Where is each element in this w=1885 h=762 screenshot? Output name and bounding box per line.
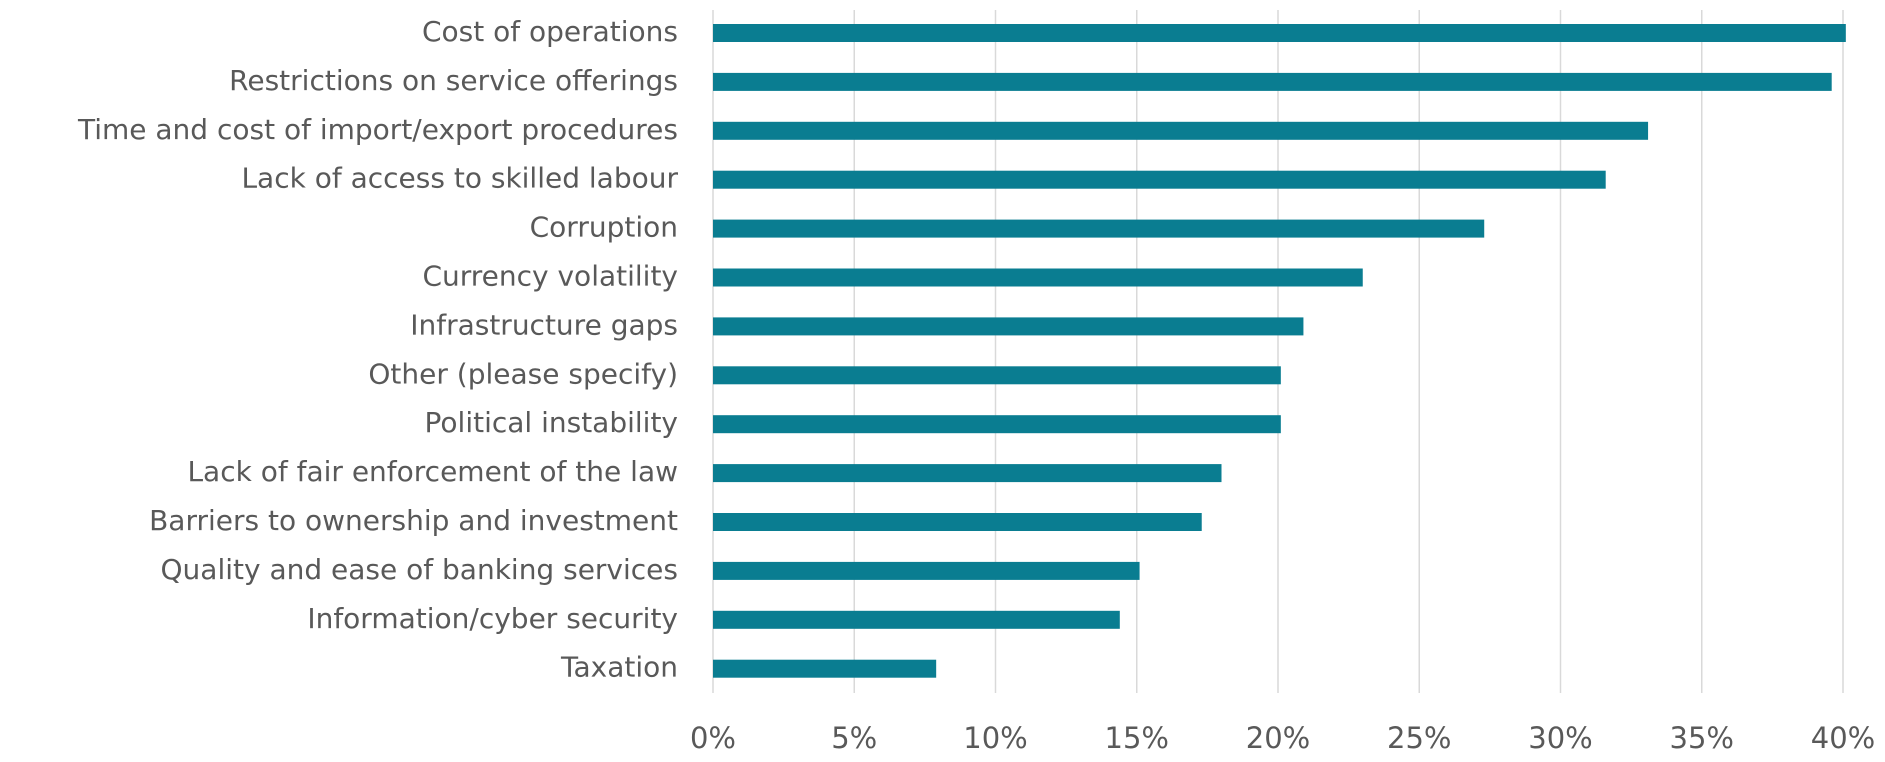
bar — [713, 24, 1846, 42]
category-label: Time and cost of import/export procedure… — [77, 113, 678, 146]
x-tick-label: 35% — [1670, 721, 1734, 755]
x-tick-label: 10% — [963, 721, 1027, 755]
category-label: Taxation — [560, 651, 678, 684]
category-label: Corruption — [530, 211, 678, 244]
bar — [713, 513, 1202, 531]
x-tick-label: 0% — [690, 721, 736, 755]
bar — [713, 121, 1649, 140]
category-label: Lack of access to skilled labour — [241, 162, 678, 195]
bar — [713, 464, 1222, 483]
bar — [713, 170, 1606, 189]
category-label: Political instability — [425, 406, 678, 439]
bar — [713, 415, 1281, 434]
bars — [713, 24, 1846, 678]
bar — [713, 317, 1304, 336]
category-label: Lack of fair enforcement of the law — [187, 455, 678, 488]
category-label: Infrastructure gaps — [410, 308, 678, 341]
bar — [713, 268, 1363, 287]
category-label: Restrictions on service offerings — [229, 64, 678, 97]
x-axis-tick-labels: 0% 5% 10% 15% 20% 25% 30% 35% 40% — [690, 721, 1875, 755]
x-tick-label: 15% — [1105, 721, 1169, 755]
x-tick-label: 25% — [1387, 721, 1451, 755]
bar — [713, 610, 1120, 629]
x-tick-label: 40% — [1811, 721, 1875, 755]
x-tick-label: 5% — [831, 721, 877, 755]
bar — [713, 219, 1485, 238]
category-label: Cost of operations — [422, 15, 678, 48]
bar — [713, 366, 1281, 385]
x-tick-label: 20% — [1246, 721, 1310, 755]
bar — [713, 659, 937, 678]
category-label: Other (please specify) — [368, 357, 678, 390]
category-label: Information/cyber security — [307, 602, 678, 635]
category-label: Barriers to ownership and investment — [149, 504, 678, 537]
x-tick-label: 30% — [1528, 721, 1592, 755]
category-label: Quality and ease of banking services — [161, 553, 679, 586]
category-labels: Cost of operations Restrictions on servic… — [77, 15, 679, 684]
bar — [713, 72, 1832, 91]
bar — [713, 561, 1140, 580]
category-label: Currency volatility — [422, 260, 678, 293]
gridlines — [712, 10, 1844, 693]
